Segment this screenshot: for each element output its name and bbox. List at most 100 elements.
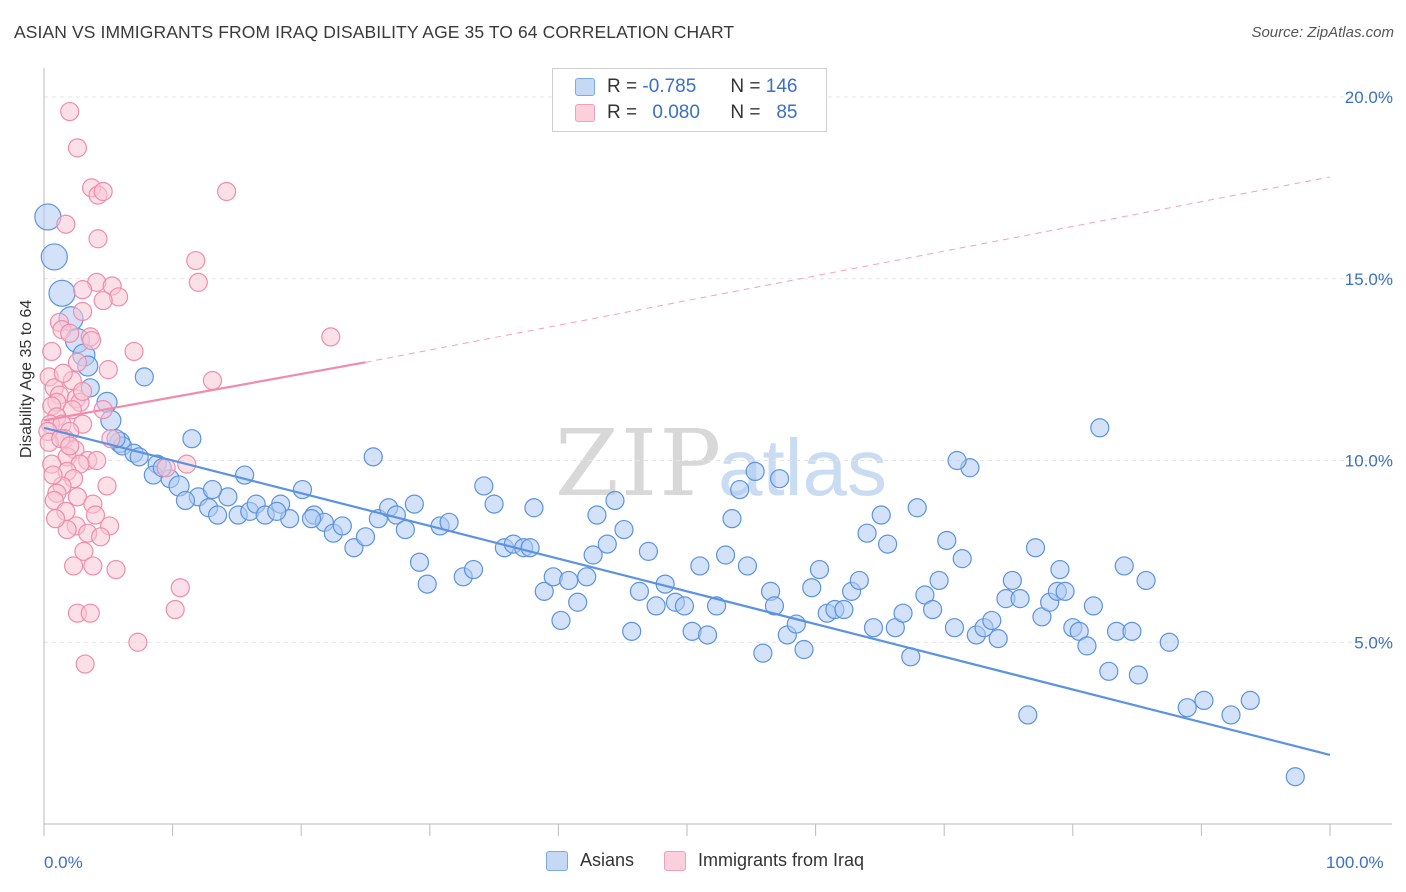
asians-point xyxy=(1128,665,1148,685)
iraq-point xyxy=(170,578,190,598)
iraq-point xyxy=(43,465,63,485)
asians-point xyxy=(463,559,484,580)
series-legend-iraq: Immigrants from Iraq xyxy=(664,850,864,871)
iraq-point xyxy=(93,290,113,311)
asians-point xyxy=(363,447,383,467)
asians-point xyxy=(1050,559,1070,580)
asians-point xyxy=(218,487,238,507)
iraq-point xyxy=(321,327,341,347)
asians-point xyxy=(982,610,1002,631)
y-tick-label: 20.0% xyxy=(1345,88,1393,107)
asians-point xyxy=(134,367,154,387)
asians-point xyxy=(809,559,830,580)
asians-point xyxy=(267,501,287,521)
asians-point xyxy=(1240,690,1260,711)
iraq-point xyxy=(188,272,208,292)
iraq-point xyxy=(83,556,103,576)
iraq-point xyxy=(80,603,100,623)
asians-point xyxy=(484,494,504,514)
asians-point xyxy=(1159,632,1179,652)
asians-point xyxy=(923,599,943,620)
asians-point xyxy=(614,519,634,540)
asians-point xyxy=(1018,705,1038,725)
iraq-trend-line-extension xyxy=(365,176,1331,363)
iraq-point xyxy=(98,360,118,380)
chart-title: ASIAN VS IMMIGRANTS FROM IRAQ DISABILITY… xyxy=(14,22,735,42)
asians-point xyxy=(1090,418,1110,438)
asians-point xyxy=(802,578,822,598)
asians-point xyxy=(646,596,666,616)
asians-point xyxy=(301,509,322,529)
y-tick-label: 10.0% xyxy=(1345,452,1393,471)
y-tick-label: 5.0% xyxy=(1354,633,1393,652)
asians-point xyxy=(1177,698,1197,718)
iraq-point xyxy=(67,138,88,158)
asians-point xyxy=(1099,661,1119,681)
iraq-point xyxy=(202,370,223,391)
asians-point xyxy=(1083,596,1103,616)
asians-point xyxy=(1221,705,1241,725)
asians-point xyxy=(944,618,965,638)
asians-point xyxy=(857,523,877,543)
asians-point xyxy=(551,610,571,631)
asians-point xyxy=(409,552,430,572)
asians-point xyxy=(947,450,967,471)
asians-point xyxy=(706,596,727,616)
asians-point xyxy=(722,509,742,529)
iraq-point xyxy=(165,599,185,620)
asians-point xyxy=(849,570,869,591)
asians-point xyxy=(1122,621,1142,641)
y-axis-title: Disability Age 35 to 64 xyxy=(18,299,35,458)
series-label-asians: Asians xyxy=(580,850,635,870)
asians-point xyxy=(48,279,76,307)
asians-point xyxy=(1025,538,1046,558)
asians-point xyxy=(332,516,352,536)
asians-point xyxy=(794,639,814,660)
asians-point xyxy=(202,479,223,500)
asians-point xyxy=(182,429,202,449)
asians-point xyxy=(474,476,494,496)
asians-point xyxy=(587,505,607,525)
series-swatch-asians xyxy=(546,850,568,871)
iraq-point xyxy=(72,280,93,300)
legend-n-label: N = xyxy=(730,102,761,123)
iraq-point xyxy=(42,341,62,362)
asians-point xyxy=(929,570,949,591)
asians-point xyxy=(907,498,927,518)
series-legend-asians: Asians xyxy=(546,850,634,871)
legend-r-value: -0.785 xyxy=(642,76,697,97)
asians-point xyxy=(952,549,972,569)
asians-point xyxy=(577,567,597,587)
iraq-point xyxy=(63,556,84,576)
asians-point xyxy=(1055,581,1075,601)
asians-point xyxy=(404,494,424,514)
iraq-point xyxy=(124,341,144,362)
watermark-atlas: atlas xyxy=(718,423,887,512)
iraq-point xyxy=(87,450,107,471)
asians-point xyxy=(1285,767,1305,787)
asians-point xyxy=(764,596,785,616)
correlation-legend: R = -0.785 N = 146 R = 0.080 N = 85 xyxy=(552,68,827,132)
asians-point xyxy=(745,461,765,482)
legend-r-value: 0.080 xyxy=(652,102,700,123)
iraq-point xyxy=(186,250,206,271)
iraq-point xyxy=(56,214,76,234)
iraq-point xyxy=(88,229,108,249)
asians-point xyxy=(737,556,758,576)
asians-point xyxy=(715,545,736,565)
legend-swatch-iraq xyxy=(575,104,595,122)
iraq-point xyxy=(74,541,94,561)
asians-point xyxy=(638,541,659,561)
iraq-point xyxy=(60,436,80,456)
iraq-point xyxy=(72,301,93,322)
asians-point xyxy=(1136,570,1156,591)
iraq-point xyxy=(60,101,80,122)
asians-point xyxy=(175,490,196,511)
y-tick-label: 15.0% xyxy=(1345,270,1393,289)
asians-point xyxy=(395,519,415,540)
iraq-point xyxy=(93,181,113,202)
asians-point xyxy=(697,625,718,645)
asians-point xyxy=(1010,589,1030,609)
asians-point xyxy=(417,574,437,594)
iraq-point xyxy=(67,487,88,507)
